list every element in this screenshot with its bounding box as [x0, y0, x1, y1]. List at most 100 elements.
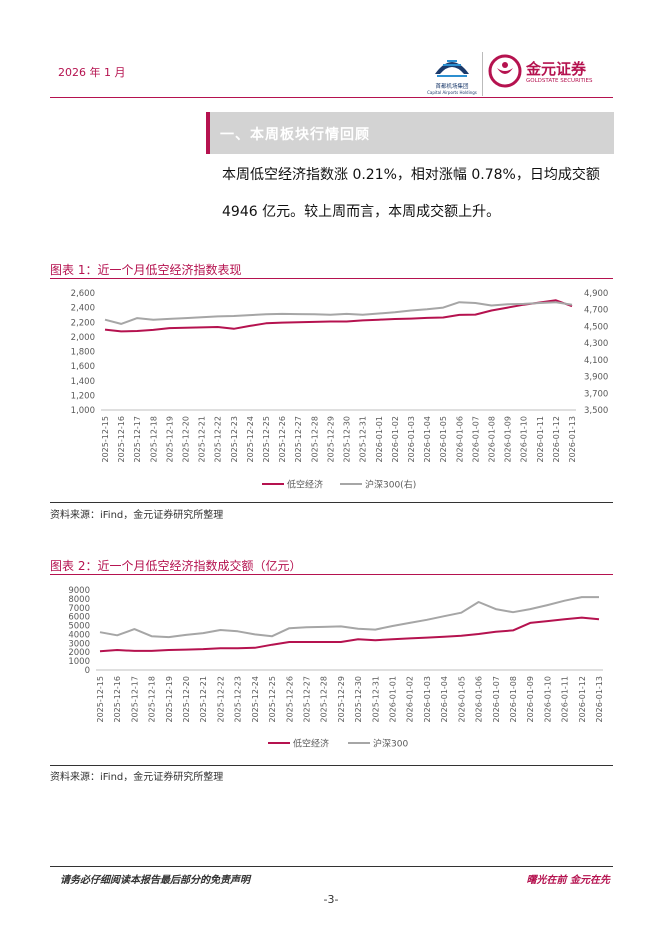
- y-tick-label-left: 4000: [68, 630, 90, 640]
- figure2-source: 资料来源：iFind，金元证券研究所整理: [50, 772, 224, 783]
- series-line-1: [99, 616, 600, 653]
- series-line-2: [99, 596, 599, 639]
- body-paragraph-line1: 本周低空经济指数涨 0.21%，相对涨幅 0.78%，日均成交额: [222, 167, 600, 183]
- x-tick-label: 2026-01-13: [595, 676, 604, 723]
- y-tick-label-right: 4,300: [584, 339, 608, 349]
- figure1-source-rule: [50, 502, 613, 503]
- x-tick-label: 2025-12-31: [371, 676, 380, 723]
- y-tick-label-right: 3,700: [584, 389, 608, 399]
- x-tick-label: 2025-12-20: [182, 416, 191, 463]
- y-tick-label-right: 4,700: [584, 306, 608, 316]
- x-tick-label: 2026-01-07: [471, 416, 480, 463]
- footer-slogan: 曙光在前 金元在先: [526, 875, 610, 886]
- figure1-chart-svg: 1,000 1,200 1,400 1,600 1,800 2,000 2,200 2,400…: [71, 289, 609, 491]
- y-tick-label-right: 4,500: [584, 322, 608, 332]
- x-tick-label: 2026-01-08: [487, 416, 496, 463]
- capital-airports-emblem-icon: [435, 60, 469, 77]
- y-tick-label-left: 1,400: [71, 377, 95, 387]
- x-tick-label: 2026-01-11: [536, 416, 545, 463]
- x-tick-label: 2026-01-05: [439, 416, 448, 463]
- logo1-caption: 首都机场集团: [435, 84, 469, 90]
- x-tick-label: 2025-12-17: [130, 676, 139, 723]
- section-heading-text: 一、本周板块行情回顾: [220, 127, 370, 143]
- x-tick-label: 2026-01-07: [492, 676, 501, 723]
- goldstate-name: 金元证券: [526, 60, 587, 78]
- x-tick-label: 2025-12-24: [246, 416, 255, 463]
- x-tick-label: 2026-01-09: [504, 416, 513, 463]
- x-tick-label: 2025-12-26: [285, 676, 294, 723]
- y-tick-label-left: 5000: [68, 622, 90, 632]
- x-tick-label: 2025-12-15: [96, 676, 105, 723]
- x-tick-label: 2026-01-06: [455, 416, 464, 463]
- x-tick-label: 2026-01-02: [406, 676, 415, 723]
- x-tick-label: 2025-12-27: [294, 416, 303, 463]
- y-tick-label-left: 1,000: [71, 406, 95, 416]
- figure2-title-rule: [50, 574, 613, 575]
- x-tick-label: 2026-01-10: [543, 676, 552, 723]
- y-tick-label-left: 3000: [68, 639, 90, 649]
- page-number: -3-: [323, 893, 339, 906]
- figure1-chart: 1,000 1,200 1,400 1,600 1,800 2,000 2,200 2,400…: [50, 280, 613, 500]
- x-tick-label: 2025-12-23: [234, 676, 243, 723]
- x-tick-label: 2025-12-18: [149, 416, 158, 463]
- x-tick-label: 2025-12-24: [251, 676, 260, 723]
- x-tick-label: 2026-01-03: [407, 416, 416, 463]
- figure2-chart: 0 1000 2000 3000 4000 5000 6000 7000 8000 9000 202…: [50, 577, 613, 763]
- figure1-source: 资料来源：iFind，金元证券研究所整理: [50, 510, 224, 521]
- y-tick-label-left: 1000: [68, 657, 90, 667]
- y-tick-label-left: 2,000: [71, 333, 95, 343]
- logo1-caption-en: Capital Airports Holdings: [427, 90, 477, 95]
- section-heading-bar: [206, 112, 210, 154]
- goldstate-name-en: GOLDSTATE SECURITIES: [526, 78, 593, 84]
- x-tick-label: 2025-12-25: [268, 676, 277, 723]
- y-tick-label-left: 7000: [68, 604, 90, 614]
- x-tick-label: 2026-01-13: [568, 416, 577, 463]
- x-tick-label: 2025-12-19: [165, 676, 174, 723]
- x-tick-label: 2025-12-16: [117, 416, 126, 463]
- x-tick-label: 2025-12-26: [278, 416, 287, 463]
- x-tick-label: 2025-12-16: [113, 676, 122, 723]
- x-tick-label: 2025-12-20: [182, 676, 191, 723]
- y-tick-label-left: 8000: [68, 595, 90, 605]
- x-tick-label: 2025-12-30: [343, 416, 352, 463]
- y-tick-label-left: 1,600: [71, 362, 95, 372]
- x-tick-label: 2025-12-29: [337, 676, 346, 723]
- y-tick-label-left: 1,800: [71, 348, 95, 358]
- y-tick-label-right: 4,100: [584, 356, 608, 366]
- y-tick-label-right: 3,500: [584, 406, 608, 416]
- x-tick-label: 2026-01-04: [440, 676, 449, 723]
- x-tick-label: 2025-12-31: [359, 416, 368, 463]
- x-tick-label: 2025-12-23: [230, 416, 239, 463]
- x-tick-label: 2026-01-04: [423, 416, 432, 463]
- legend-label-2: 沪深300: [373, 738, 408, 750]
- x-tick-label: 2025-12-17: [133, 416, 142, 463]
- x-tick-label: 2026-01-01: [375, 416, 384, 463]
- y-tick-label-left: 2,200: [71, 318, 95, 328]
- goldstate-logo: 金元证券 GOLDSTATE SECURITIES: [488, 54, 592, 92]
- x-tick-label: 2025-12-28: [310, 416, 319, 463]
- x-tick-label: 2025-12-21: [198, 416, 207, 463]
- y-tick-label-right: 3,900: [584, 373, 608, 383]
- x-tick-label: 2026-01-01: [389, 676, 398, 723]
- y-tick-label-left: 2,400: [71, 304, 95, 314]
- x-tick-label: 2026-01-06: [475, 676, 484, 723]
- x-tick-label: 2025-12-21: [199, 676, 208, 723]
- x-tick-label: 2026-01-08: [509, 676, 518, 723]
- x-tick-label: 2025-12-22: [216, 676, 225, 723]
- x-tick-label: 2025-12-22: [214, 416, 223, 463]
- y-tick-label-left: 2000: [68, 648, 90, 658]
- series-line-2: [104, 301, 573, 325]
- footer-rule: [50, 866, 613, 867]
- x-tick-label: 2026-01-09: [526, 676, 535, 723]
- header-rule: [50, 97, 613, 98]
- x-tick-label: 2025-12-29: [326, 416, 335, 463]
- y-tick-label-right: 4,900: [584, 289, 608, 299]
- y-tick-label-left: 1,200: [71, 391, 95, 401]
- x-tick-label: 2025-12-15: [101, 416, 110, 463]
- report-date: 2026 年 1 月: [58, 66, 126, 79]
- series-line-1: [104, 299, 573, 333]
- y-tick-label-left: 2,600: [71, 289, 95, 299]
- figure2-title: 图表 2：近一个月低空经济指数成交额（亿元）: [50, 559, 302, 573]
- x-tick-label: 2026-01-12: [578, 676, 587, 723]
